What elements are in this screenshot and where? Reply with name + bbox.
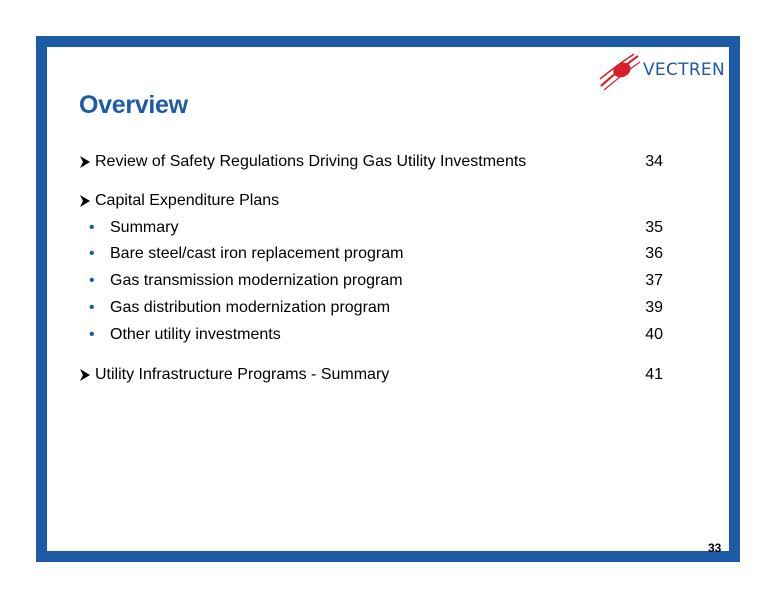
dot-bullet-icon: • xyxy=(89,245,95,262)
slide-frame xyxy=(36,36,740,562)
agenda-subitem-page: 36 xyxy=(645,245,663,262)
agenda-item-page: 41 xyxy=(645,366,663,383)
agenda-subitem-gas-transmission: • Gas transmission modernization program… xyxy=(79,271,663,293)
agenda-item-label: Utility Infrastructure Programs - Summar… xyxy=(95,366,390,383)
vectren-logo: VECTREN xyxy=(598,50,728,94)
agenda-item-label: Capital Expenditure Plans xyxy=(95,192,280,209)
agenda-subitem-page: 40 xyxy=(645,326,663,343)
slide-page-number: 33 xyxy=(708,541,722,555)
agenda-item-label: Review of Safety Regulations Driving Gas… xyxy=(95,153,527,170)
dot-bullet-icon: • xyxy=(89,272,95,289)
agenda-subitem-label: Bare steel/cast iron replacement program xyxy=(110,245,404,262)
dot-bullet-icon: • xyxy=(89,219,95,236)
arrowhead-bullet-icon xyxy=(80,195,90,207)
agenda-subitem-label: Gas distribution modernization program xyxy=(110,299,391,316)
agenda-subitem-gas-distribution: • Gas distribution modernization program… xyxy=(79,298,663,320)
logo-wordmark: VECTREN xyxy=(643,60,725,80)
agenda-subitem-label: Other utility investments xyxy=(110,326,281,343)
slide-title: Overview xyxy=(79,91,188,119)
arrowhead-bullet-icon xyxy=(80,369,90,381)
agenda-subitem-page: 35 xyxy=(645,219,663,236)
agenda-subitem-page: 37 xyxy=(645,272,663,289)
agenda-subitem-summary: • Summary 35 xyxy=(79,218,663,240)
agenda-subitem-label: Summary xyxy=(110,219,179,236)
agenda-item-infrastructure-programs: Utility Infrastructure Programs - Summar… xyxy=(79,365,663,387)
dot-bullet-icon: • xyxy=(89,299,95,316)
agenda-subitem-page: 39 xyxy=(645,299,663,316)
agenda-item-page: 34 xyxy=(645,153,663,170)
agenda-subitem-bare-steel: • Bare steel/cast iron replacement progr… xyxy=(79,244,663,266)
agenda-item-safety-regulations: Review of Safety Regulations Driving Gas… xyxy=(79,152,663,174)
agenda-subitem-label: Gas transmission modernization program xyxy=(110,272,403,289)
agenda-subitem-other-investments: • Other utility investments 40 xyxy=(79,325,663,347)
dot-bullet-icon: • xyxy=(89,326,95,343)
agenda-item-capital-expenditure: Capital Expenditure Plans xyxy=(79,191,663,213)
vectren-swoosh-icon xyxy=(599,53,641,91)
arrowhead-bullet-icon xyxy=(80,156,90,168)
